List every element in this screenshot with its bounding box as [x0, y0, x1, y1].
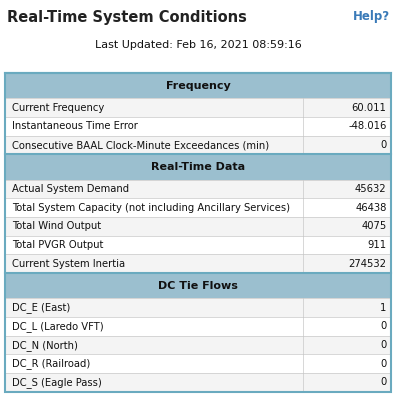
Text: -48.016: -48.016: [348, 121, 386, 132]
Text: DC_N (North): DC_N (North): [12, 340, 78, 350]
Text: Instantaneous Time Error: Instantaneous Time Error: [12, 121, 138, 132]
Bar: [5, 98, 391, 117]
Text: 0: 0: [380, 322, 386, 331]
Text: Current Frequency: Current Frequency: [12, 103, 104, 113]
Bar: [5, 180, 391, 198]
Text: DC_S (Eagle Pass): DC_S (Eagle Pass): [12, 377, 102, 388]
Text: Total PVGR Output: Total PVGR Output: [12, 240, 103, 250]
Bar: [5, 254, 391, 273]
Text: 0: 0: [380, 378, 386, 387]
Bar: [5, 117, 391, 136]
Text: Actual System Demand: Actual System Demand: [12, 184, 129, 194]
Text: Real-Time Data: Real-Time Data: [151, 162, 245, 172]
Bar: [5, 354, 391, 373]
Text: 0: 0: [380, 140, 386, 150]
Text: Real-Time System Conditions: Real-Time System Conditions: [7, 10, 247, 25]
Bar: [5, 273, 391, 298]
Bar: [5, 154, 391, 180]
Text: 45632: 45632: [355, 184, 386, 194]
Bar: [5, 317, 391, 336]
Text: 0: 0: [380, 359, 386, 369]
Text: 4075: 4075: [361, 221, 386, 231]
Text: DC_R (Railroad): DC_R (Railroad): [12, 358, 90, 369]
Text: 46438: 46438: [355, 203, 386, 213]
Text: 274532: 274532: [348, 259, 386, 269]
Bar: [5, 298, 391, 317]
Text: DC Tie Flows: DC Tie Flows: [158, 281, 238, 291]
Text: 0: 0: [380, 340, 386, 350]
Bar: [5, 217, 391, 236]
Text: DC_E (East): DC_E (East): [12, 302, 70, 313]
Bar: [5, 373, 391, 392]
Text: Help?: Help?: [353, 10, 390, 23]
Bar: [5, 73, 391, 392]
Text: Consecutive BAAL Clock-Minute Exceedances (min): Consecutive BAAL Clock-Minute Exceedance…: [12, 140, 269, 150]
Text: Frequency: Frequency: [166, 81, 230, 91]
Bar: [5, 136, 391, 154]
Text: Total Wind Output: Total Wind Output: [12, 221, 101, 231]
Text: Current System Inertia: Current System Inertia: [12, 259, 125, 269]
Bar: [5, 73, 391, 98]
Text: 60.011: 60.011: [352, 103, 386, 113]
Bar: [5, 198, 391, 217]
Text: 1: 1: [380, 303, 386, 313]
Text: Total System Capacity (not including Ancillary Services): Total System Capacity (not including Anc…: [12, 203, 290, 213]
Bar: [5, 336, 391, 354]
Text: Last Updated: Feb 16, 2021 08:59:16: Last Updated: Feb 16, 2021 08:59:16: [95, 40, 301, 49]
Text: DC_L (Laredo VFT): DC_L (Laredo VFT): [12, 321, 103, 332]
Text: 911: 911: [367, 240, 386, 250]
Bar: [5, 236, 391, 254]
